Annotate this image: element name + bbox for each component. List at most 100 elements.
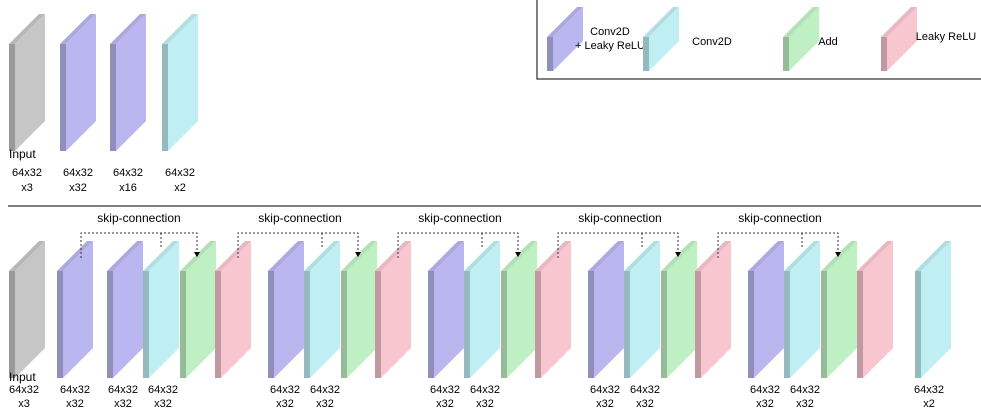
legend-item-leaky: Leaky ReLU — [881, 7, 976, 71]
block-2-layer-4 — [341, 241, 377, 378]
final-size-label: 64x32 — [914, 384, 944, 396]
block-size-label: 64x32 — [430, 384, 460, 396]
block-channels-label: x32 — [316, 398, 334, 410]
skip-connection-arrow — [80, 232, 198, 258]
legend-label: Add — [818, 36, 838, 48]
arrow-head-icon — [675, 252, 681, 257]
top-layer-2-top-face — [60, 14, 96, 44]
block-3-layer-2 — [428, 241, 464, 378]
legend-swatch — [881, 7, 917, 71]
skip-connection-3: skip-connection — [397, 211, 521, 258]
block-2-layer-1-front-face — [221, 241, 251, 378]
top-layer-channels-label: x3 — [21, 182, 33, 194]
block-size-label: 64x32 — [270, 384, 300, 396]
skip-connection-4: skip-connection — [557, 211, 681, 258]
skip-connection-arrow — [557, 232, 679, 258]
legend-swatch-front-face — [649, 7, 679, 71]
top-layer-size-label: 64x32 — [12, 167, 42, 179]
final-channels-label: x2 — [923, 398, 935, 410]
block-channels-label: x32 — [596, 398, 614, 410]
block-4-layer-1-side-face — [535, 271, 541, 378]
block-2-layer-1 — [215, 241, 251, 378]
block-size-label: 64x32 — [108, 384, 138, 396]
block-size-label: 64x32 — [630, 384, 660, 396]
top-layer-3-front-face — [116, 14, 146, 151]
bottom-input-layer-side-face — [9, 271, 15, 378]
block-1-layer-3-side-face — [143, 271, 149, 378]
block-channels-label: x32 — [636, 398, 654, 410]
top-layer-4-top-face — [162, 14, 198, 44]
block-3-layer-2-front-face — [434, 241, 464, 378]
skip-connection-arrow — [237, 232, 359, 258]
block-1-layer-4-top-face — [180, 241, 216, 271]
top-layer-3-side-face — [110, 44, 116, 151]
block-1-layer-4-front-face — [186, 241, 216, 378]
block-4-layer-2-front-face — [594, 241, 624, 378]
block-4-layer-1-top-face — [535, 241, 571, 271]
legend-item-conv: Conv2D — [643, 7, 732, 71]
block-4-layer-1-front-face — [541, 241, 571, 378]
block-2-layer-4-top-face — [341, 241, 377, 271]
block-3-layer-1-front-face — [381, 241, 411, 378]
arrow-head-icon — [355, 252, 361, 257]
legend-item-conv-leaky: Conv2D + Leaky ReLU — [547, 7, 645, 71]
top-input-label: Input — [9, 147, 36, 161]
block-3-layer-4 — [501, 241, 537, 378]
block-1-layer-2-side-face — [107, 271, 113, 378]
skip-connection-arrow — [717, 232, 839, 258]
block-3-layer-3-front-face — [470, 241, 500, 378]
block-1-layer-1-front-face — [63, 241, 93, 378]
block-3-layer-3 — [464, 241, 500, 378]
skip-connection-label: skip-connection — [258, 211, 341, 225]
final-leaky-layer-side-face — [857, 271, 863, 378]
block-4-layer-2-top-face — [588, 241, 624, 271]
legend-swatch-front-face — [789, 7, 819, 71]
block-1-layer-1 — [57, 241, 93, 378]
skip-connection-2: skip-connection — [237, 211, 361, 258]
top-layer-1-front-face — [15, 14, 45, 151]
block-1-layer-3 — [143, 241, 179, 378]
block-5-layer-2-front-face — [754, 241, 784, 378]
block-2-layer-4-front-face — [347, 241, 377, 378]
block-channels-label: x32 — [476, 398, 494, 410]
block-5-layer-3 — [784, 241, 820, 378]
block-3-layer-1 — [375, 241, 411, 378]
block-4-layer-2 — [588, 241, 624, 378]
arrow-head-icon — [515, 252, 521, 257]
bottom-input-size-label: 64x32 — [9, 384, 39, 396]
block-size-label: 64x32 — [590, 384, 620, 396]
block-3-layer-1-side-face — [375, 271, 381, 378]
block-5-layer-3-front-face — [790, 241, 820, 378]
top-layer-3 — [110, 14, 146, 151]
block-1-layer-2 — [107, 241, 143, 378]
final-leaky-layer — [857, 241, 893, 378]
skip-connection-label: skip-connection — [738, 211, 821, 225]
arrow-head-icon — [194, 252, 200, 257]
block-2-layer-1-top-face — [215, 241, 251, 271]
top-layer-2 — [60, 14, 96, 151]
block-2-layer-4-side-face — [341, 271, 347, 378]
final-leaky-layer-top-face — [857, 241, 893, 271]
block-2-layer-2-top-face — [268, 241, 304, 271]
arrow-head-icon — [835, 252, 841, 257]
block-4-layer-2-side-face — [588, 271, 594, 378]
block-size-label: 64x32 — [470, 384, 500, 396]
block-4-layer-3-front-face — [630, 241, 660, 378]
block-3-layer-4-side-face — [501, 271, 507, 378]
block-5-layer-2 — [748, 241, 784, 378]
skip-connection-label: skip-connection — [578, 211, 661, 225]
block-3-layer-3-side-face — [464, 271, 470, 378]
legend-item-add: Add — [783, 7, 838, 71]
skip-connection-arrow — [397, 232, 519, 258]
legend: Conv2D + Leaky ReLU Conv2D Add Leaky ReLU — [536, 0, 981, 80]
block-4-layer-4-side-face — [661, 271, 667, 378]
legend-swatch-side-face — [643, 37, 649, 71]
legend-swatch — [547, 7, 583, 71]
block-5-layer-4-top-face — [821, 241, 857, 271]
block-2-layer-3-front-face — [310, 241, 340, 378]
block-1-layer-1-top-face — [57, 241, 93, 271]
block-size-label: 64x32 — [790, 384, 820, 396]
bottom-input-label: Input — [9, 370, 36, 384]
legend-swatch — [643, 7, 679, 71]
skip-connection-5: skip-connection — [717, 211, 841, 258]
